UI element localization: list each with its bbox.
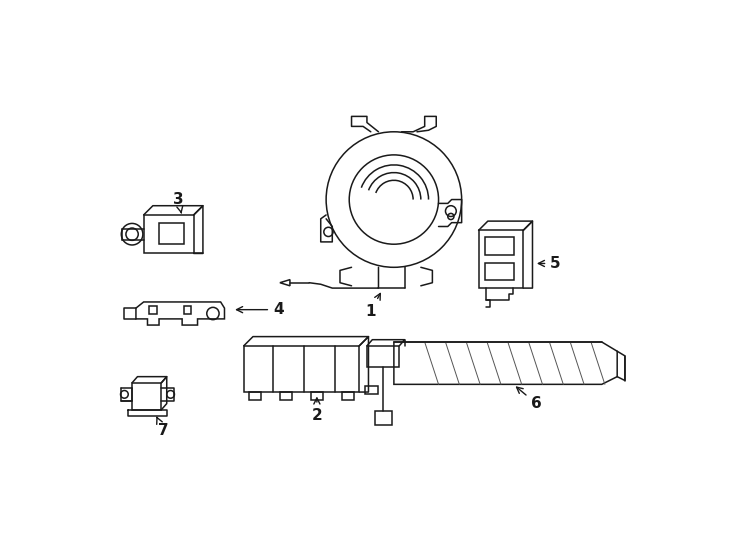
Text: 2: 2 xyxy=(311,398,322,423)
Bar xyxy=(149,306,157,314)
Bar xyxy=(367,346,399,367)
Bar xyxy=(144,215,194,253)
Bar xyxy=(484,262,514,280)
Bar xyxy=(244,346,359,392)
Text: 6: 6 xyxy=(517,387,542,411)
Bar xyxy=(184,306,192,314)
Text: 5: 5 xyxy=(538,256,561,271)
Bar xyxy=(132,383,161,410)
Bar xyxy=(374,411,391,425)
Text: 4: 4 xyxy=(236,302,284,317)
Text: 3: 3 xyxy=(173,192,184,213)
Text: 1: 1 xyxy=(366,293,380,319)
Text: 7: 7 xyxy=(157,417,168,438)
Bar xyxy=(479,231,523,288)
Bar xyxy=(249,392,261,400)
Bar xyxy=(310,392,323,400)
Bar xyxy=(280,392,292,400)
Bar xyxy=(365,386,379,394)
Bar xyxy=(159,222,184,244)
Bar xyxy=(341,392,354,400)
Bar xyxy=(484,237,514,255)
